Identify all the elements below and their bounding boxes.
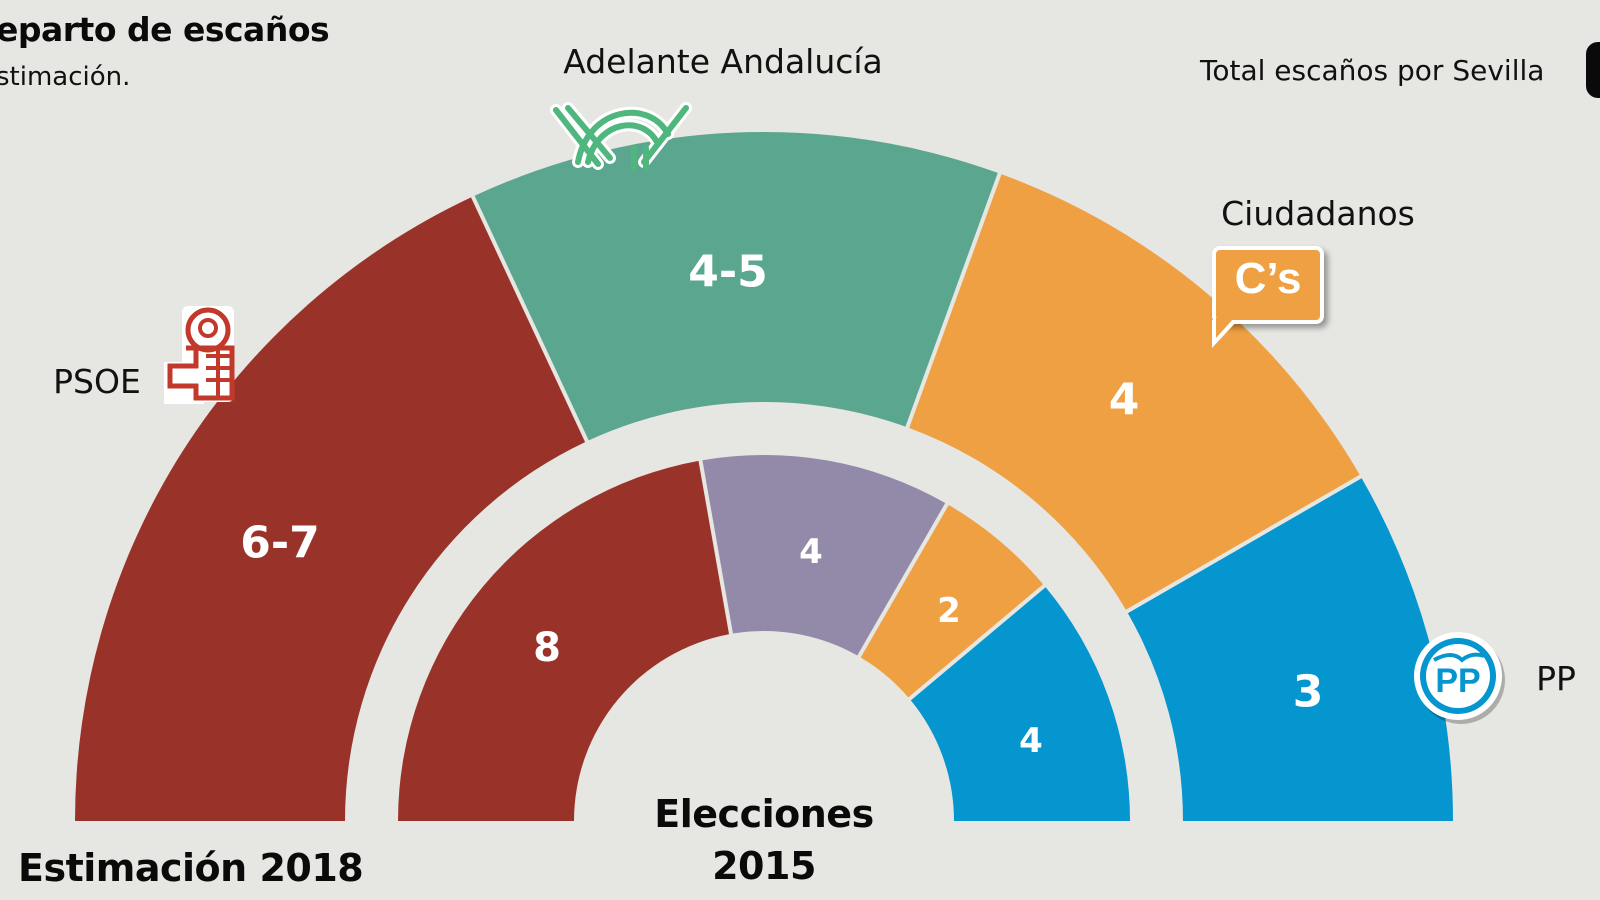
label-psoe-2015: 8 [533, 625, 561, 671]
label-psoe-2018: 6-7 [240, 517, 320, 569]
total-seats-badge [1586, 42, 1600, 98]
label-cs-2015: 2 [937, 591, 961, 631]
adelante-andalucia-logo-icon [550, 102, 692, 171]
psoe-fist-rose-logo-icon [164, 306, 235, 404]
segment-ciudadanos-outer [909, 174, 1360, 610]
outer-ring-estimacion-2018 [75, 132, 1453, 821]
segment-psoe-inner [398, 460, 730, 821]
segment-pp-inner [910, 587, 1130, 821]
label-podemos-2015: 4 [799, 532, 823, 572]
segment-adelante-andalucía-outer [474, 132, 998, 441]
inner-ring-elecciones-2015 [398, 455, 1130, 821]
segment-psoe-outer [75, 197, 586, 821]
party-name-ciudadanos: Ciudadanos [1221, 194, 1415, 233]
chart-subtitle: stimación. [0, 62, 131, 92]
label-cs-2018: 4 [1108, 374, 1140, 426]
pp-logo-icon: PP [1414, 632, 1505, 724]
pp-logo-text: PP [1435, 662, 1480, 700]
caption-estimacion-2018: Estimación 2018 [18, 846, 364, 890]
caption-elecciones: Elecciones [654, 792, 874, 836]
total-seats-label: Total escaños por Sevilla [1200, 54, 1545, 87]
label-aa-2018: 4-5 [688, 246, 768, 298]
party-name-pp: PP [1536, 659, 1576, 698]
ciudadanos-logo-text: C’s [1234, 254, 1302, 303]
label-pp-2015: 4 [1019, 721, 1043, 761]
ciudadanos-logo-icon: C’s [1212, 246, 1324, 348]
label-pp-2018: 3 [1292, 666, 1324, 718]
segment-pp-outer [1127, 478, 1453, 821]
chart-title: eparto de escaños [0, 10, 330, 49]
party-name-adelante-andalucia: Adelante Andalucía [563, 42, 883, 81]
caption-2015: 2015 [712, 844, 816, 888]
party-name-psoe: PSOE [53, 362, 141, 401]
segment-podemos-inner [702, 455, 946, 656]
segment-ciudadanos-inner [860, 505, 1044, 698]
